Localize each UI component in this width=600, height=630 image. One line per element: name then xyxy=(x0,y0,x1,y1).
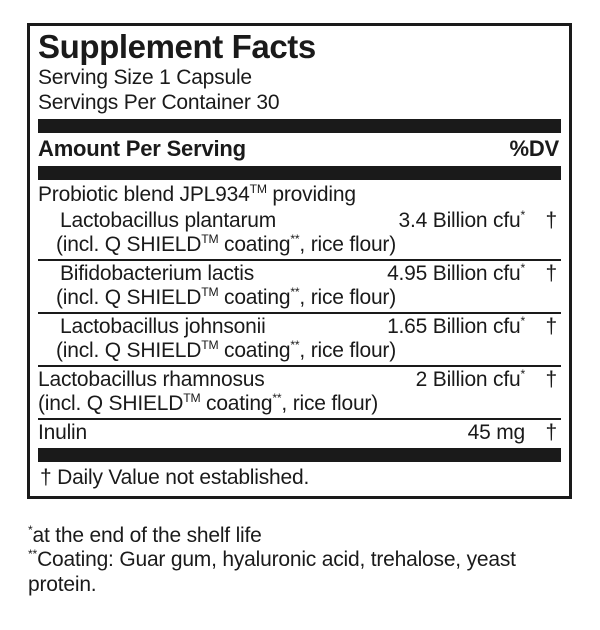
ingredient-sub-line: (incl. Q SHIELDTM coating**, rice flour) xyxy=(38,233,561,258)
row-separator xyxy=(38,258,561,261)
trademark-icon: TM xyxy=(201,284,219,299)
footnote-double-asterisk: **Coating: Guar gum, hyaluronic acid, tr… xyxy=(28,548,576,597)
sub-prefix: (incl. Q SHIELD xyxy=(56,338,202,362)
row-separator xyxy=(38,417,561,420)
servings-per-container-line: Servings Per Container 30 xyxy=(38,90,280,114)
sub-prefix: (incl. Q SHIELD xyxy=(56,285,202,309)
daily-value-note: † Daily Value not established. xyxy=(40,465,310,489)
ingredient-amount: 4.95 Billion cfu* xyxy=(387,260,525,285)
divider-bar-top xyxy=(38,119,561,134)
ingredient-row: Lactobacillus plantarum 3.4 Billion cfu* †… xyxy=(38,208,561,259)
sub-tail: , rice flour) xyxy=(299,338,397,362)
trademark-icon: TM xyxy=(249,181,267,196)
blend-heading-text: Probiotic blend JPL934 xyxy=(38,182,250,206)
ingredient-sub-line: (incl. Q SHIELDTM coating**, rice flour) xyxy=(38,286,561,311)
ingredient-sub-line: (incl. Q SHIELDTM coating**, rice flour) xyxy=(38,392,561,417)
ingredient-amount: 2 Billion cfu* xyxy=(415,366,526,391)
ingredient-name: Lactobacillus plantarum xyxy=(60,208,277,232)
ingredient-daily-value: † xyxy=(545,367,558,391)
ingredient-main-line: Lactobacillus plantarum 3.4 Billion cfu* † xyxy=(38,208,561,233)
ingredient-amount: 1.65 Billion cfu* xyxy=(387,313,525,338)
ingredient-daily-value: † xyxy=(545,314,558,338)
ingredient-daily-value: † xyxy=(545,208,558,232)
ingredient-main-line: Lactobacillus johnsonii 1.65 Billion cfu*… xyxy=(38,314,561,339)
ingredient-row: Lactobacillus johnsonii 1.65 Billion cfu*… xyxy=(38,314,561,365)
sub-mid: coating xyxy=(218,232,291,256)
sub-tail: , rice flour) xyxy=(281,391,379,415)
page-title: Supplement Facts xyxy=(38,28,316,65)
supplement-facts-panel: Supplement Facts Serving Size 1 Capsule … xyxy=(27,23,572,499)
sub-footnote-marker: ** xyxy=(290,337,300,352)
amount-per-serving-label: Amount Per Serving xyxy=(38,136,246,162)
divider-bar-below-header xyxy=(38,165,561,180)
sub-prefix: (incl. Q SHIELD xyxy=(56,232,202,256)
probiotic-blend-heading: Probiotic blend JPL934TM providing xyxy=(38,180,561,208)
ingredient-daily-value: † xyxy=(545,261,558,285)
ingredient-row: Inulin 45 mg † xyxy=(38,420,561,446)
ingredient-daily-value: † xyxy=(545,420,558,444)
trademark-icon: TM xyxy=(201,231,219,246)
ingredient-name: Inulin xyxy=(38,420,88,444)
footnote-marker-single: * xyxy=(28,523,33,537)
sub-mid: coating xyxy=(218,285,291,309)
percent-dv-label: %DV xyxy=(509,136,559,162)
sub-mid: coating xyxy=(200,391,273,415)
ingredient-row: Lactobacillus rhamnosus 2 Billion cfu* † (i… xyxy=(38,367,561,418)
amount-per-serving-header-row: Amount Per Serving %DV xyxy=(38,133,561,164)
row-separator xyxy=(38,364,561,367)
ingredient-name: Bifidobacterium lactis xyxy=(60,261,255,285)
ingredient-amount: 3.4 Billion cfu* xyxy=(398,207,526,232)
ingredient-sub-line: (incl. Q SHIELDTM coating**, rice flour) xyxy=(38,339,561,364)
sub-tail: , rice flour) xyxy=(299,285,397,309)
ingredient-main-line: Lactobacillus rhamnosus 2 Billion cfu* † xyxy=(38,367,561,392)
ingredient-name: Lactobacillus rhamnosus xyxy=(38,367,265,391)
divider-bar-bottom xyxy=(38,447,561,462)
ingredient-rows: Lactobacillus plantarum 3.4 Billion cfu* †… xyxy=(38,208,561,446)
footnotes-block: *at the end of the shelf life **Coating:… xyxy=(28,524,576,597)
sub-footnote-marker: ** xyxy=(290,284,300,299)
row-separator xyxy=(38,311,561,314)
sub-footnote-marker: ** xyxy=(272,390,282,405)
ingredient-name: Lactobacillus johnsonii xyxy=(60,314,266,338)
footnote-text-single: at the end of the shelf life xyxy=(32,524,262,547)
amount-footnote-marker: * xyxy=(520,366,525,381)
footnote-marker-double: ** xyxy=(28,547,38,562)
trademark-icon: TM xyxy=(183,390,201,405)
footnote-asterisk: *at the end of the shelf life xyxy=(28,524,576,548)
blend-heading-tail: providing xyxy=(266,182,356,206)
sub-tail: , rice flour) xyxy=(299,232,397,256)
sub-footnote-marker: ** xyxy=(290,231,300,246)
sub-prefix: (incl. Q SHIELD xyxy=(38,391,184,415)
amount-footnote-marker: * xyxy=(520,260,525,275)
ingredient-main-line: Inulin 45 mg † xyxy=(38,420,561,445)
ingredient-row: Bifidobacterium lactis 4.95 Billion cfu* †… xyxy=(38,261,561,312)
trademark-icon: TM xyxy=(201,337,219,352)
ingredient-amount: 45 mg xyxy=(467,420,526,444)
amount-footnote-marker: * xyxy=(520,207,525,222)
footnote-text-double: Coating: Guar gum, hyaluronic acid, treh… xyxy=(28,548,516,596)
serving-size-line: Serving Size 1 Capsule xyxy=(38,65,252,89)
amount-footnote-marker: * xyxy=(520,313,525,328)
sub-mid: coating xyxy=(218,338,291,362)
ingredient-main-line: Bifidobacterium lactis 4.95 Billion cfu* † xyxy=(38,261,561,286)
